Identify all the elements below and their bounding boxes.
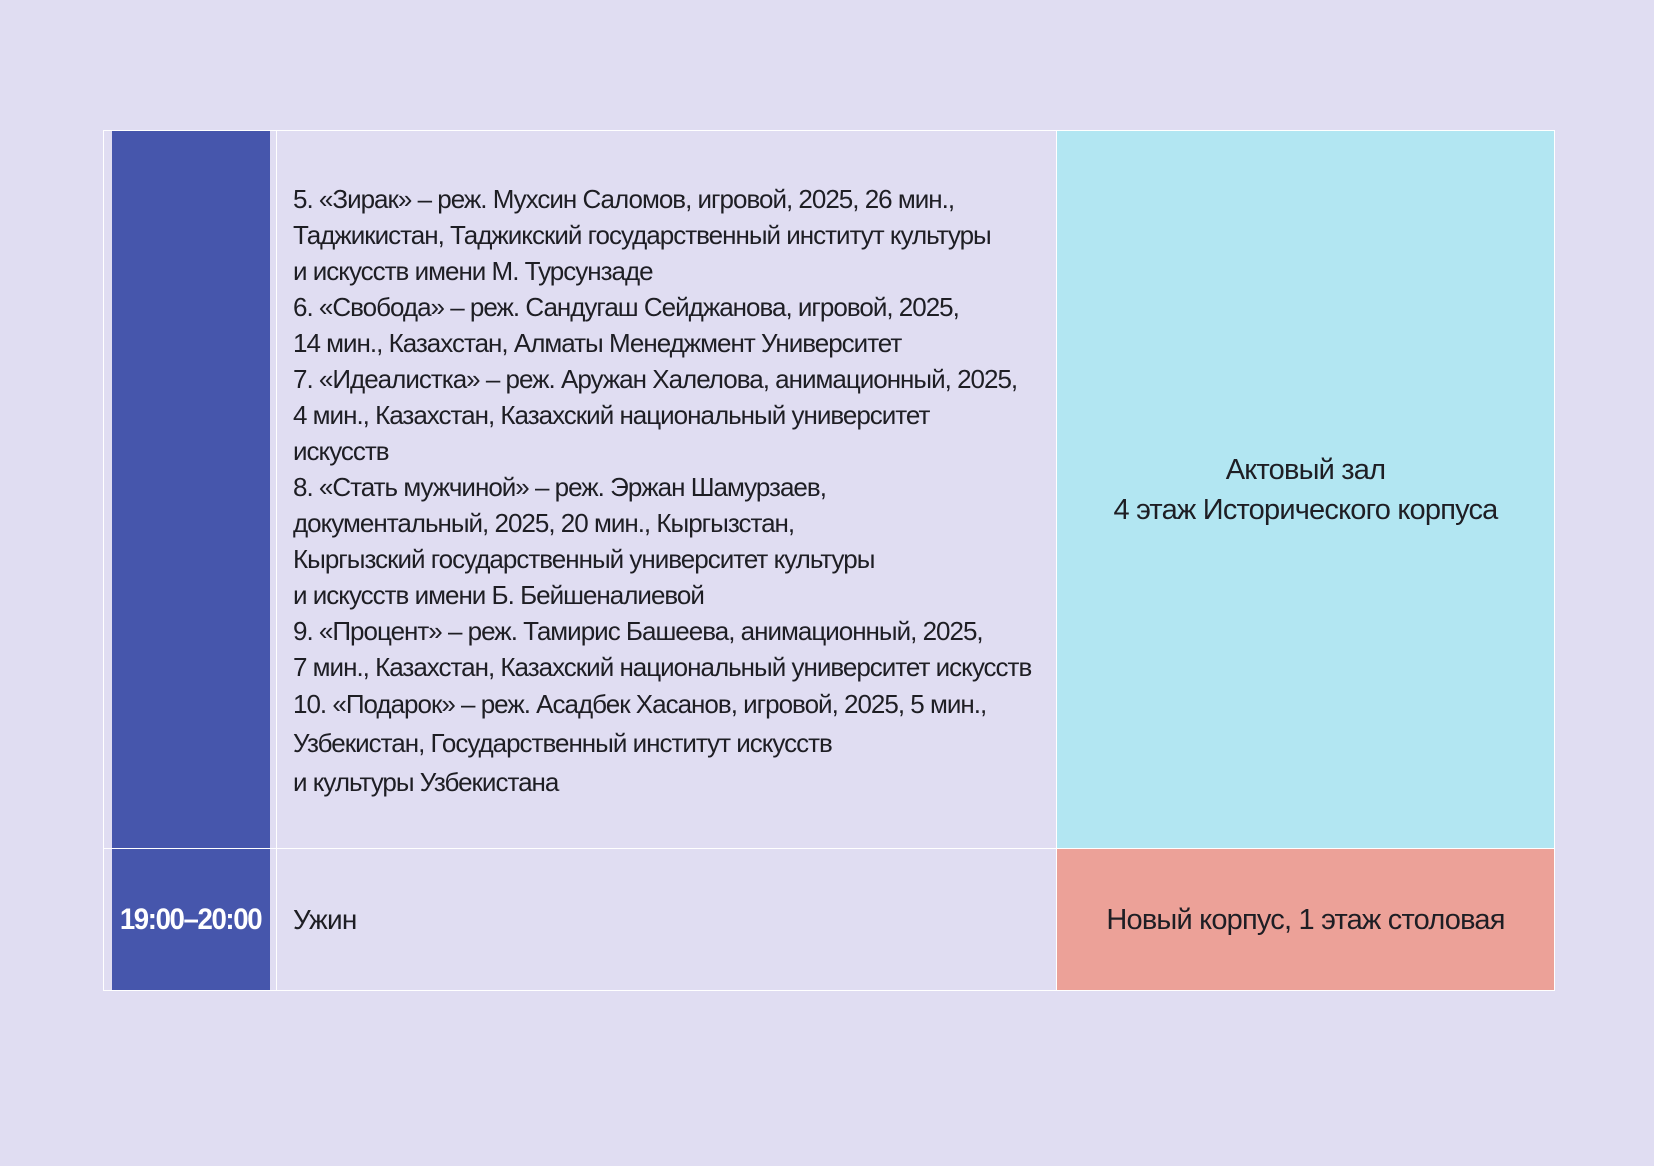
- time-cell-dinner: 19:00–20:00: [109, 848, 271, 991]
- film-list: 5. «Зирак» – реж. Мухсин Саломов, игрово…: [293, 148, 1056, 832]
- film-program-cell: 5. «Зирак» – реж. Мухсин Саломов, игрово…: [276, 130, 1057, 849]
- film-item-8: 8. «Стать мужчиной» – реж. Эржан Шамурза…: [293, 471, 875, 610]
- event-cell-dinner: Ужин: [276, 848, 1057, 991]
- schedule-row-dinner: 19:00–20:00 Ужин Новый корпус, 1 этаж ст…: [104, 848, 1555, 991]
- schedule-table: 5. «Зирак» – реж. Мухсин Саломов, игрово…: [103, 130, 1555, 991]
- film-item-7: 7. «Идеалистка» – реж. Аружан Халелова, …: [293, 363, 1018, 466]
- place-hall-floor: 4 этаж Исторического корпуса: [1113, 493, 1498, 526]
- place-dining-label: Новый корпус, 1 этаж столовая: [1106, 903, 1505, 936]
- film-item-5: 5. «Зирак» – реж. Мухсин Саломов, игрово…: [293, 183, 992, 286]
- place-cell-assembly-hall: Актовый зал 4 этаж Исторического корпуса: [1056, 130, 1555, 849]
- time-cell-empty: [109, 130, 271, 849]
- place-hall-name: Актовый зал: [1225, 453, 1386, 486]
- schedule-row-films: 5. «Зирак» – реж. Мухсин Саломов, игрово…: [104, 130, 1555, 849]
- film-item-6: 6. «Свобода» – реж. Сандугаш Сейджанова,…: [293, 291, 960, 358]
- film-item-9: 9. «Процент» – реж. Тамирис Башеева, ани…: [293, 615, 1032, 682]
- place-cell-dining: Новый корпус, 1 этаж столовая: [1056, 848, 1555, 991]
- event-dinner-label: Ужин: [293, 903, 357, 935]
- film-item-10: 10. «Подарок» – реж. Асадбек Хасанов, иг…: [293, 688, 987, 797]
